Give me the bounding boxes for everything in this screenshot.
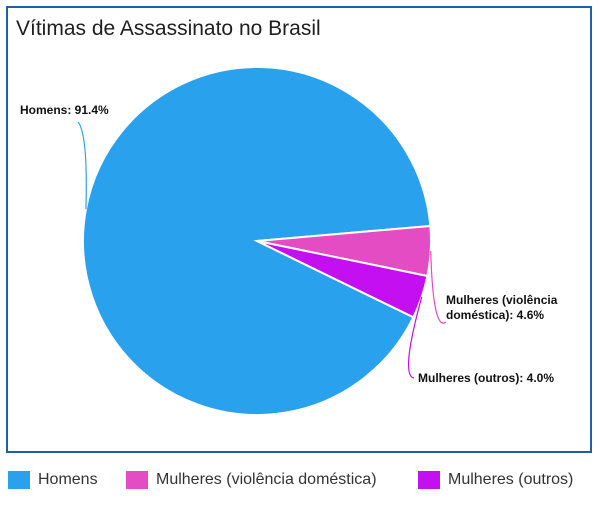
label-connector-2 (407, 296, 423, 379)
data-label-0: Homens: 91.4% (20, 103, 109, 117)
pie-slice-0[interactable] (82, 66, 432, 416)
legend-item-mulheres-violencia-domestica[interactable]: Mulheres (violência doméstica) (126, 468, 377, 492)
label-connector-1 (430, 251, 447, 324)
chart-title: Vítimas de Assassinato no Brasil (16, 17, 321, 40)
data-label-1-line-0: Mulheres (violência (446, 293, 558, 307)
data-label-1-line-1: doméstica): 4.6% (446, 308, 544, 322)
legend-label-homens: Homens (38, 471, 98, 488)
legend-swatch-mulheres-violencia-domestica (126, 471, 148, 489)
legend-item-homens[interactable]: Homens (8, 468, 98, 492)
legend-label-mulheres-outros: Mulheres (outros) (448, 471, 574, 488)
pie-chart: Homens: 91.4% Mulheres (violênciadoméstic… (20, 66, 558, 416)
legend-swatch-homens (8, 471, 30, 489)
label-connector-0 (77, 121, 87, 210)
legend: Homens Mulheres (violência doméstica) Mu… (0, 468, 600, 498)
legend-item-mulheres-outros[interactable]: Mulheres (outros) (418, 468, 573, 492)
chart-frame: Vítimas de Assassinato no Brasil Homens:… (6, 6, 592, 453)
legend-label-mulheres-violencia-domestica: Mulheres (violência doméstica) (156, 471, 377, 488)
legend-swatch-mulheres-outros (418, 471, 440, 489)
data-label-2: Mulheres (outros): 4.0% (418, 371, 554, 385)
